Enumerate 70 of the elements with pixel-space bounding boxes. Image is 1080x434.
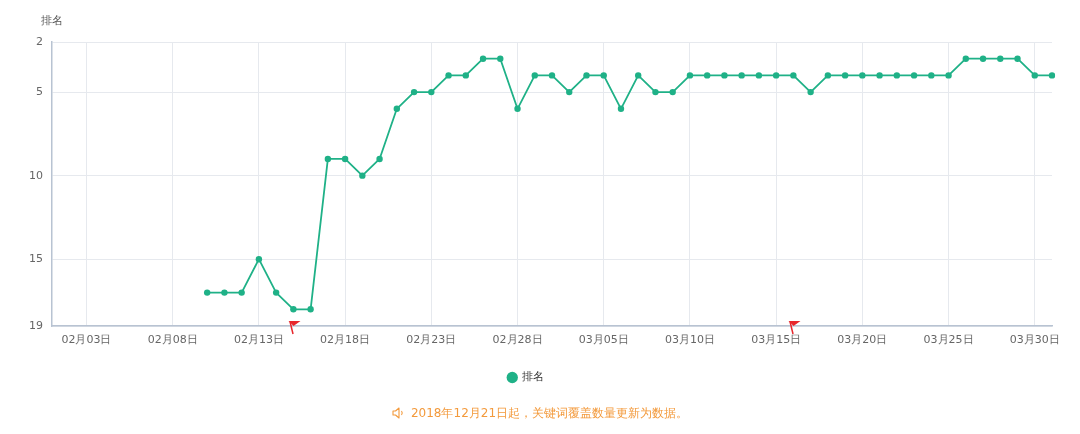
point: [393, 105, 401, 113]
x-tick-label: 03月20日: [837, 333, 888, 347]
y-tick-label: 2: [36, 34, 43, 48]
point: [755, 72, 763, 79]
point: [669, 88, 676, 96]
y-tick-label: 15: [29, 252, 43, 266]
point: [945, 72, 952, 79]
point: [997, 55, 1004, 62]
point: [738, 72, 745, 79]
point: [514, 105, 521, 113]
x-tick-label: 03月25日: [923, 333, 974, 347]
point: [686, 72, 694, 79]
point: [807, 88, 814, 96]
point: [910, 72, 918, 79]
point: [290, 306, 297, 313]
point: [255, 255, 263, 263]
x-tick-label: 02月28日: [492, 333, 543, 347]
point: [617, 105, 625, 113]
point: [893, 72, 901, 79]
point: [824, 72, 832, 79]
point: [859, 72, 866, 79]
point: [238, 289, 245, 296]
point: [876, 72, 883, 79]
x-tick-label: 02月13日: [233, 333, 284, 347]
x-tick-label: 03月15日: [751, 333, 802, 347]
point: [1014, 55, 1021, 62]
point: [703, 72, 711, 79]
y-tick-label: 19: [29, 318, 43, 332]
point: [445, 72, 452, 79]
point: [307, 306, 314, 313]
point: [324, 155, 332, 163]
point: [531, 72, 538, 79]
x-tick-label: 03月30日: [1009, 333, 1060, 347]
point: [566, 88, 573, 96]
x-tick-label: 02月18日: [320, 333, 371, 347]
point: [652, 88, 659, 96]
point: [462, 72, 469, 79]
y-tick-label: 5: [36, 84, 43, 98]
point: [272, 289, 280, 296]
point: [548, 72, 556, 79]
x-tick-label: 03月05日: [578, 333, 629, 347]
y-tick-label: 10: [29, 168, 43, 182]
point: [790, 72, 797, 79]
point: [479, 55, 487, 62]
point: [600, 72, 607, 79]
legend-label: 排名: [521, 370, 544, 384]
point: [635, 72, 642, 79]
point: [721, 72, 728, 79]
text: 2018年12月21日起，关键词覆盖数量更新为数据。: [410, 406, 689, 420]
point: [497, 55, 504, 62]
point: [962, 55, 969, 62]
point: [341, 155, 349, 163]
point: [979, 55, 987, 62]
point: [359, 172, 366, 179]
point: [841, 72, 849, 79]
x-tick-label: 02月08日: [147, 333, 198, 347]
point: [376, 155, 383, 163]
point: [203, 289, 211, 296]
point: [772, 72, 780, 79]
point: [583, 72, 590, 79]
x-tick-label: 03月10日: [664, 333, 715, 347]
point: [410, 88, 418, 96]
point: [221, 289, 228, 296]
y-axis-title: 排名: [41, 13, 63, 27]
point: [1048, 72, 1056, 79]
point: [1031, 72, 1038, 79]
point: [928, 72, 935, 79]
x-tick-label: 02月23日: [406, 333, 457, 347]
point: [428, 88, 435, 96]
x-tick-label: 02月03日: [61, 333, 112, 347]
